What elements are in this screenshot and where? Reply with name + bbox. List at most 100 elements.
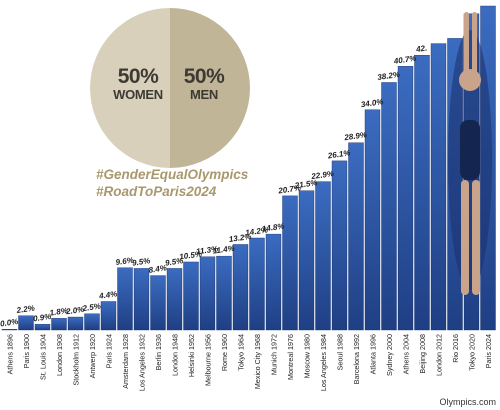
value-label-5: 2.5% bbox=[81, 302, 101, 314]
category-label-24: Athens 2004 bbox=[402, 334, 411, 374]
bar-10 bbox=[166, 268, 183, 331]
category-label-26: London 2012 bbox=[435, 334, 444, 376]
category-label-20: Seoul 1988 bbox=[336, 334, 345, 370]
value-label-10: 9.5% bbox=[164, 256, 183, 267]
bar-13 bbox=[216, 255, 232, 331]
category-label-2: St. Louis 1904 bbox=[39, 334, 48, 380]
value-label-21: 28.9% bbox=[343, 130, 368, 142]
value-label-12: 11.3% bbox=[196, 244, 219, 256]
bar-7 bbox=[117, 267, 133, 331]
value-label-9: 8.4% bbox=[148, 263, 167, 274]
category-label-8: Los Angeles 1932 bbox=[138, 334, 147, 391]
women-label: 50% WOMEN bbox=[106, 65, 170, 103]
value-label-8: 9.5% bbox=[131, 256, 150, 267]
bar-6 bbox=[100, 301, 117, 331]
bar-24 bbox=[397, 66, 414, 331]
category-label-12: Melbourne 1956 bbox=[204, 334, 213, 386]
bar-20 bbox=[331, 160, 348, 331]
bar-14 bbox=[232, 244, 249, 331]
women-slice bbox=[90, 8, 170, 168]
bar-18 bbox=[298, 190, 315, 331]
bar-16 bbox=[265, 233, 282, 331]
category-label-1: Paris 1900 bbox=[22, 334, 31, 368]
category-label-6: Paris 1924 bbox=[105, 334, 114, 368]
value-label-3: 1.8% bbox=[49, 306, 68, 317]
value-label-4: 2.0% bbox=[65, 305, 85, 317]
bar-12 bbox=[199, 256, 216, 331]
value-labels-group: 0.0%2.2%0.9%1.8%2.0%2.5%4.4%9.6%9.5%8.4%… bbox=[0, 44, 428, 329]
value-label-22: 34.0% bbox=[360, 97, 384, 109]
value-label-19: 22.9% bbox=[310, 169, 335, 181]
bar-8 bbox=[133, 268, 150, 331]
value-label-11: 10.5% bbox=[179, 249, 203, 261]
bar-11 bbox=[183, 261, 199, 331]
bar-1 bbox=[18, 315, 34, 331]
category-label-9: Berlin 1936 bbox=[154, 334, 163, 370]
category-label-17: Montreal 1976 bbox=[286, 334, 295, 380]
category-label-19: Los Angeles 1984 bbox=[319, 334, 328, 391]
category-label-21: Barcelona 1992 bbox=[352, 334, 361, 384]
hashtag-road-to-paris: #RoadToParis2024 bbox=[96, 184, 217, 199]
category-label-14: Tokyo 1964 bbox=[237, 334, 246, 371]
category-label-7: Amsterdam 1928 bbox=[121, 334, 130, 389]
category-label-0: Athens 1896 bbox=[6, 334, 15, 374]
bar-26 bbox=[430, 43, 447, 331]
gender-pie: 50% WOMEN 50% MEN bbox=[90, 8, 250, 168]
bar-4 bbox=[67, 316, 84, 331]
swimmer-image bbox=[448, 12, 492, 295]
category-label-10: London 1948 bbox=[171, 334, 180, 376]
value-label-13: 11.4% bbox=[212, 244, 235, 256]
value-label-7: 9.6% bbox=[115, 256, 134, 267]
category-label-4: Stockholm 1912 bbox=[72, 334, 81, 386]
bar-25 bbox=[414, 55, 430, 331]
category-label-15: Mexico City 1968 bbox=[253, 334, 262, 389]
category-label-5: Antwerp 1920 bbox=[88, 334, 97, 378]
source-credit: Olympics.com bbox=[439, 397, 496, 407]
value-label-17: 20.7% bbox=[277, 183, 302, 195]
bar-3 bbox=[51, 318, 67, 331]
category-label-16: Munich 1972 bbox=[270, 334, 279, 375]
category-label-28: Tokyo 2020 bbox=[468, 334, 477, 371]
bar-19 bbox=[315, 181, 331, 331]
men-text: MEN bbox=[190, 87, 218, 103]
value-label-1: 2.2% bbox=[15, 304, 35, 316]
hashtags: #GenderEqualOlympics #RoadToParis2024 bbox=[96, 166, 248, 200]
men-pct: 50% bbox=[183, 65, 225, 88]
category-label-18: Moscow 1980 bbox=[303, 334, 312, 378]
category-label-25: Beijing 2008 bbox=[418, 334, 427, 374]
category-label-11: Helsinki 1952 bbox=[187, 334, 196, 377]
men-label: 50% MEN bbox=[172, 65, 236, 103]
bar-23 bbox=[381, 82, 397, 331]
category-label-29: Paris 2024 bbox=[484, 334, 493, 368]
value-label-23: 38.2% bbox=[377, 70, 401, 82]
women-pct: 50% bbox=[117, 65, 159, 88]
hashtag-gender-equal: #GenderEqualOlympics bbox=[96, 167, 249, 182]
value-label-0: 0.0% bbox=[0, 317, 19, 328]
bar-15 bbox=[249, 237, 265, 331]
category-label-3: London 1908 bbox=[55, 334, 64, 376]
bar-0 bbox=[1, 329, 18, 331]
value-label-20: 26.1% bbox=[326, 148, 351, 160]
value-label-2: 0.9% bbox=[32, 312, 51, 323]
pie-svg bbox=[90, 8, 250, 168]
value-label-25: 42. bbox=[415, 44, 428, 55]
value-label-6: 4.4% bbox=[98, 289, 118, 301]
category-labels-group: Athens 1896 Paris 1900 St. Louis 1904 Londo… bbox=[6, 334, 494, 391]
bar-2 bbox=[34, 323, 51, 331]
category-label-22: Atlanta 1996 bbox=[369, 334, 378, 374]
bar-21 bbox=[348, 142, 364, 331]
category-label-13: Rome 1960 bbox=[220, 334, 229, 371]
value-label-14: 13.2% bbox=[228, 232, 252, 244]
value-label-15: 14.2% bbox=[245, 225, 269, 237]
bar-9 bbox=[150, 275, 166, 331]
bar-22 bbox=[364, 109, 381, 331]
women-text: WOMEN bbox=[113, 87, 163, 103]
category-label-23: Sydney 2000 bbox=[385, 334, 394, 376]
bar-17 bbox=[282, 195, 298, 331]
value-label-18: 21.5% bbox=[293, 178, 318, 190]
bar-5 bbox=[84, 313, 100, 331]
men-slice bbox=[170, 8, 250, 168]
value-label-16: 14.8% bbox=[261, 222, 285, 234]
value-label-24: 40.7% bbox=[392, 54, 417, 66]
category-label-27: Rio 2016 bbox=[451, 334, 460, 363]
